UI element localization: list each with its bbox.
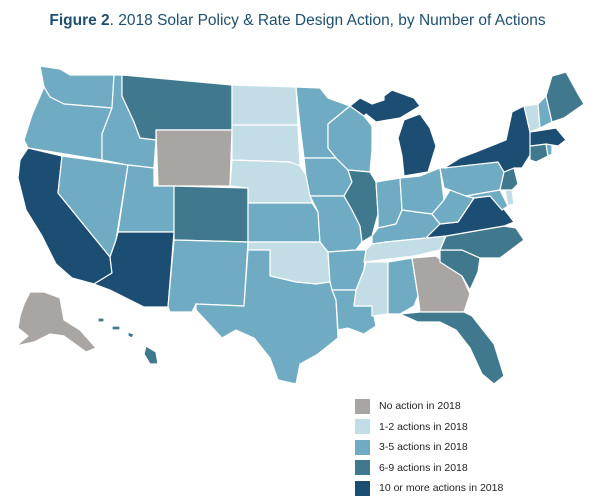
- state-KS[interactable]: [247, 202, 321, 243]
- legend-label: 3-5 actions in 2018: [379, 441, 468, 454]
- legend-swatch: [355, 398, 370, 414]
- legend-label: 1-2 actions in 2018: [379, 420, 468, 433]
- legend-swatch: [355, 480, 370, 496]
- state-TX[interactable]: [195, 249, 339, 385]
- state-FL[interactable]: [399, 311, 505, 385]
- state-CT[interactable]: [529, 143, 549, 163]
- legend-item-high: 6-9 actions in 2018: [355, 458, 575, 479]
- legend-item-top: 10 or more actions in 2018: [355, 478, 575, 499]
- state-MI-lower[interactable]: [397, 113, 437, 177]
- legend-item-mid: 3-5 actions in 2018: [355, 437, 575, 458]
- state-MA[interactable]: [529, 127, 567, 147]
- state-HI-4[interactable]: [143, 345, 159, 365]
- state-HI-3[interactable]: [127, 331, 135, 339]
- figure-title: Figure 2. 2018 Solar Policy & Rate Desig…: [0, 12, 595, 30]
- legend-label: No action in 2018: [379, 400, 461, 413]
- state-ME[interactable]: [545, 71, 585, 123]
- figure-label: Figure 2: [49, 12, 110, 29]
- legend-swatch: [355, 460, 370, 476]
- figure-title-text: . 2018 Solar Policy & Rate Design Action…: [109, 12, 546, 29]
- state-HI-2[interactable]: [111, 325, 121, 331]
- legend-swatch: [355, 439, 370, 455]
- state-WY[interactable]: [155, 129, 233, 187]
- legend-item-none: No action in 2018: [355, 396, 575, 417]
- state-IL[interactable]: [343, 169, 379, 243]
- legend-label: 10 or more actions in 2018: [379, 482, 504, 495]
- legend-label: 6-9 actions in 2018: [379, 461, 468, 474]
- state-NM[interactable]: [167, 239, 249, 313]
- legend-item-low: 1-2 actions in 2018: [355, 417, 575, 438]
- state-NY[interactable]: [443, 105, 533, 173]
- state-CO[interactable]: [173, 185, 249, 243]
- state-AK[interactable]: [15, 291, 97, 353]
- legend: No action in 2018 1-2 actions in 2018 3-5 …: [355, 396, 575, 499]
- state-HI-1[interactable]: [97, 317, 105, 323]
- state-ND[interactable]: [231, 84, 299, 126]
- legend-swatch: [355, 419, 370, 435]
- state-MI[interactable]: [349, 89, 421, 123]
